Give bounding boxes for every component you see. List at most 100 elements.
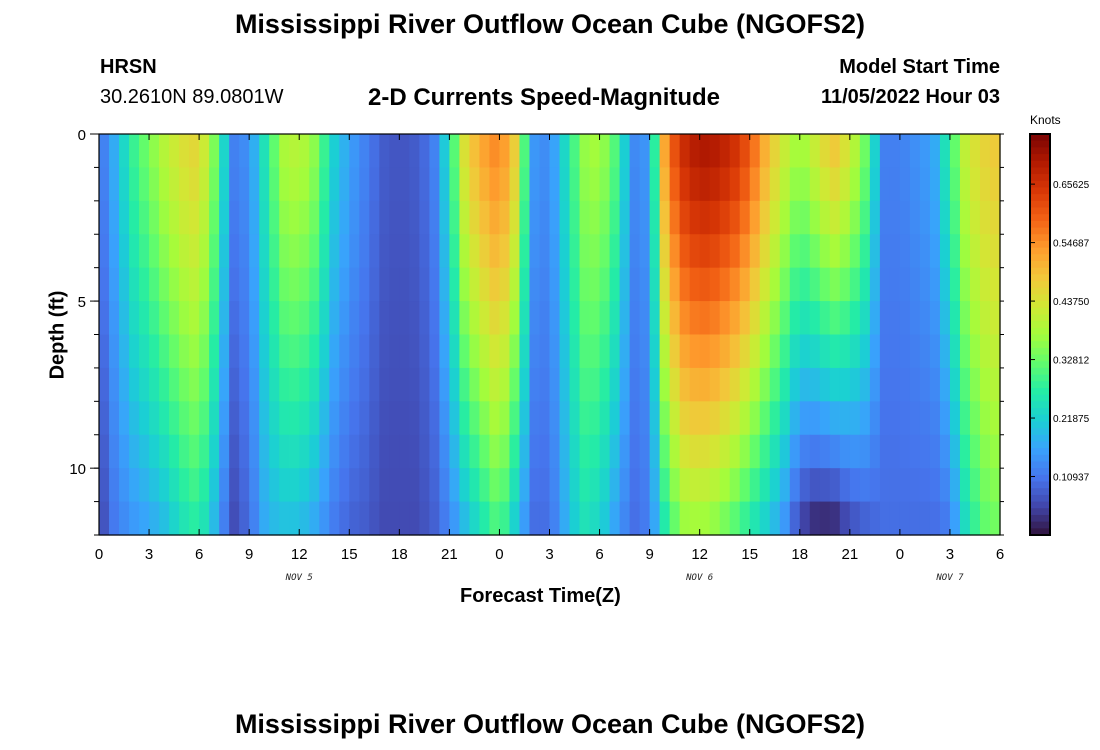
heatmap-cell — [159, 501, 170, 536]
heatmap-cell — [599, 234, 611, 269]
heatmap-cell — [579, 401, 591, 436]
heatmap-cell — [789, 401, 801, 436]
heatmap-cell — [779, 434, 791, 469]
heatmap-cell — [759, 434, 771, 469]
heatmap-cell — [169, 267, 180, 302]
x-tick-label: 3 — [545, 546, 553, 563]
heatmap-cell — [779, 501, 791, 536]
heatmap-cell — [519, 501, 531, 536]
heatmap-cell — [579, 301, 591, 336]
heatmap-cell — [429, 468, 440, 503]
heatmap-cell — [459, 501, 471, 536]
heatmap-cell — [819, 301, 831, 336]
heatmap-cell — [619, 434, 631, 469]
heatmap-cell — [249, 468, 260, 503]
heatmap-cell — [149, 367, 160, 402]
heatmap-cell — [849, 434, 861, 469]
heatmap-cell — [779, 334, 791, 369]
heatmap-cell — [939, 434, 951, 469]
heatmap-cell — [809, 401, 821, 436]
heatmap-cell — [489, 134, 501, 169]
heatmap-cell — [609, 468, 621, 503]
heatmap-cell — [129, 367, 140, 402]
heatmap-cell — [339, 200, 350, 235]
colorbar-swatch — [1030, 227, 1050, 235]
heatmap-cell — [879, 267, 891, 302]
heatmap-cell — [969, 401, 981, 436]
heatmap-cell — [269, 134, 280, 169]
heatmap-cell — [499, 301, 511, 336]
heatmap-cell — [419, 401, 430, 436]
heatmap-cell — [459, 234, 471, 269]
heatmap-cell — [509, 134, 521, 169]
heatmap-cell — [359, 367, 370, 402]
heatmap-cell — [869, 468, 881, 503]
heatmap-cell — [409, 334, 420, 369]
heatmap-cell — [399, 134, 410, 169]
heatmap-cell — [379, 468, 390, 503]
heatmap-cell — [99, 167, 110, 202]
heatmap-cell — [959, 267, 971, 302]
heatmap-cell — [929, 401, 941, 436]
heatmap-cell — [459, 367, 471, 402]
heatmap-cell — [589, 134, 601, 169]
heatmap-cell — [649, 367, 661, 402]
heatmap-cell — [619, 167, 631, 202]
heatmap-cell — [889, 167, 901, 202]
date-label: NOV 6 — [685, 573, 713, 583]
heatmap-cell — [159, 267, 170, 302]
heatmap-cell — [109, 334, 120, 369]
heatmap-cell — [559, 267, 571, 302]
heatmap-cell — [679, 334, 691, 369]
heatmap-cell — [119, 200, 130, 235]
colorbar-swatch — [1030, 160, 1050, 168]
heatmap-cell — [449, 134, 460, 169]
heatmap-cell — [109, 434, 120, 469]
heatmap-cell — [219, 134, 230, 169]
x-tick-label: 0 — [95, 546, 103, 563]
heatmap-cell — [559, 501, 571, 536]
colorbar-swatch — [1030, 528, 1050, 536]
heatmap-cell — [119, 234, 130, 269]
heatmap-cell — [749, 167, 761, 202]
heatmap-cell — [109, 234, 120, 269]
heatmap-cell — [489, 367, 501, 402]
heatmap-cell — [229, 501, 240, 536]
heatmap-cell — [629, 334, 641, 369]
heatmap-cell — [579, 200, 591, 235]
heatmap-cell — [149, 167, 160, 202]
heatmap-cell — [179, 434, 190, 469]
heatmap-cell — [829, 301, 841, 336]
heatmap-cell — [299, 200, 310, 235]
heatmap-cell — [189, 334, 200, 369]
heatmap-cell — [319, 367, 330, 402]
heatmap-cell — [519, 167, 531, 202]
heatmap-cell — [809, 301, 821, 336]
heatmap-cell — [379, 167, 390, 202]
heatmap-cell — [689, 468, 701, 503]
heatmap-cell — [949, 468, 961, 503]
heatmap-cell — [839, 301, 851, 336]
heatmap-cell — [789, 301, 801, 336]
heatmap-cell — [119, 334, 130, 369]
heatmap-cell — [219, 267, 230, 302]
colorbar-swatch — [1030, 260, 1050, 269]
heatmap-cell — [149, 301, 160, 336]
heatmap-cell — [839, 267, 851, 302]
heatmap-cell — [899, 267, 911, 302]
heatmap-cell — [959, 134, 971, 169]
heatmap-cell — [99, 367, 110, 402]
heatmap-cell — [119, 468, 130, 503]
colorbar-swatch — [1030, 147, 1050, 155]
heatmap-cell — [329, 167, 340, 202]
heatmap-cell — [369, 434, 380, 469]
heatmap-cell — [929, 167, 941, 202]
heatmap-cell — [369, 301, 380, 336]
heatmap-cell — [239, 267, 250, 302]
heatmap-cell — [979, 501, 991, 536]
heatmap-cell — [349, 501, 360, 536]
heatmap-cell — [529, 167, 541, 202]
heatmap-cell — [649, 167, 661, 202]
heatmap-cell — [629, 401, 641, 436]
